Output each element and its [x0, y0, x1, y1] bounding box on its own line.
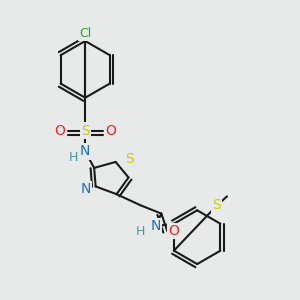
Text: O: O: [105, 124, 116, 138]
Text: O: O: [169, 224, 179, 238]
Text: N: N: [150, 219, 161, 233]
Text: N: N: [80, 145, 90, 158]
Text: S: S: [125, 152, 134, 166]
Text: S: S: [81, 124, 90, 138]
Text: H: H: [69, 151, 78, 164]
Text: N: N: [81, 182, 91, 197]
Text: Cl: Cl: [79, 27, 91, 40]
Text: O: O: [54, 124, 65, 138]
Text: H: H: [136, 225, 145, 238]
Text: S: S: [212, 198, 221, 212]
